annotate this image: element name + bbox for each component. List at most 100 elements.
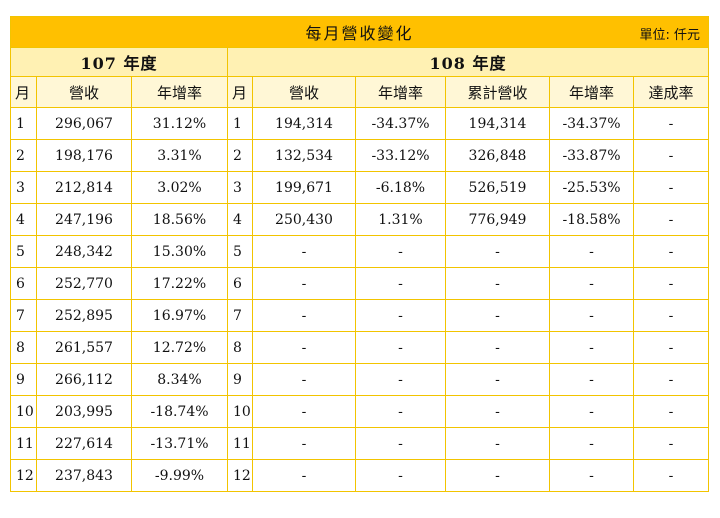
cumulative-108-cell: -: [445, 395, 550, 428]
achievement-cell: -: [632, 395, 710, 428]
yoy-108-cell: -: [355, 267, 446, 300]
month-108-cell: 3: [227, 171, 253, 204]
month-108-cell: 7: [227, 299, 253, 332]
cum-yoy-108-cell: -: [549, 363, 634, 396]
month-108-cell: 12: [227, 459, 253, 492]
yoy-108-cell: -34.37%: [355, 107, 446, 140]
achievement-cell: -: [632, 299, 710, 332]
cumulative-108-cell: 776,949: [445, 203, 550, 236]
revenue-108-cell: -: [252, 427, 356, 460]
month-107-cell: 4: [10, 203, 37, 236]
month-107-cell: 3: [10, 171, 37, 204]
cum-yoy-108-cell: -: [549, 427, 634, 460]
unit-label: 單位: 仟元: [639, 28, 701, 43]
table-row: 12 237,843 -9.99% 12- - - - -: [10, 459, 710, 492]
yoy-107-cell: 16.97%: [131, 299, 228, 332]
header-revenue-108: 營收: [252, 76, 356, 108]
cumulative-108-cell: 194,314: [445, 107, 550, 140]
table-row: 8 261,557 12.72% 8- - - - -: [10, 331, 710, 364]
yoy-107-cell: 3.02%: [131, 171, 228, 204]
yoy-108-cell: -33.12%: [355, 139, 446, 172]
month-108-cell: 11: [227, 427, 253, 460]
month-108-cell: 10: [227, 395, 253, 428]
monthly-revenue-table: 每月營收變化 單位: 仟元 107 年度 108 年度 月 營收 年增率 月 營…: [9, 16, 710, 492]
month-107-cell: 11: [10, 427, 37, 460]
column-header-row: 月 營收 年增率 月 營收 年增率 累計營收 年增率 達成率: [10, 76, 710, 108]
cum-yoy-108-cell: -18.58%: [549, 203, 634, 236]
table-row: 7 252,895 16.97% 7- - - - -: [10, 299, 710, 332]
header-revenue-107: 營收: [36, 76, 132, 108]
revenue-107-cell: 198,176: [36, 139, 132, 172]
achievement-cell: -: [632, 235, 710, 268]
achievement-cell: -: [632, 459, 710, 492]
month-107-cell: 5: [10, 235, 37, 268]
cum-yoy-108-cell: -: [549, 395, 634, 428]
yoy-107-cell: 3.31%: [131, 139, 228, 172]
cumulative-108-cell: -: [445, 331, 550, 364]
revenue-108-cell: -: [252, 459, 356, 492]
header-yoy-107: 年增率: [131, 76, 228, 108]
yoy-107-cell: -18.74%: [131, 395, 228, 428]
table-row: 9 266,112 8.34% 9- - - - -: [10, 363, 710, 396]
revenue-108-cell: 194,314: [252, 107, 356, 140]
revenue-108-cell: -: [252, 363, 356, 396]
table-row: 3 212,814 3.02% 3 199,671 -6.18% 526,519 -25.53…: [10, 171, 710, 204]
yoy-107-cell: 18.56%: [131, 203, 228, 236]
header-achievement: 達成率: [632, 76, 710, 108]
table-row: 5 248,342 15.30% 5- - - - -: [10, 235, 710, 268]
revenue-107-cell: 212,814: [36, 171, 132, 204]
achievement-cell: -: [632, 171, 710, 204]
header-cum-yoy-108: 年增率: [549, 76, 634, 108]
month-108-cell: 6: [227, 267, 253, 300]
yoy-108-cell: -: [355, 331, 446, 364]
cum-yoy-108-cell: -: [549, 459, 634, 492]
revenue-107-cell: 266,112: [36, 363, 132, 396]
month-108-cell: 2: [227, 139, 253, 172]
year-107-header: 107 年度: [10, 47, 228, 77]
header-yoy-108: 年增率: [355, 76, 446, 108]
yoy-107-cell: -9.99%: [131, 459, 228, 492]
cumulative-108-cell: -: [445, 267, 550, 300]
revenue-107-cell: 252,895: [36, 299, 132, 332]
title-row: 每月營收變化 單位: 仟元: [9, 16, 710, 48]
achievement-cell: -: [632, 139, 710, 172]
yoy-107-cell: 17.22%: [131, 267, 228, 300]
revenue-108-cell: -: [252, 331, 356, 364]
yoy-107-cell: 12.72%: [131, 331, 228, 364]
cumulative-108-cell: 526,519: [445, 171, 550, 204]
revenue-108-cell: 250,430: [252, 203, 356, 236]
table-row: 10 203,995 -18.74% 10- - - - -: [10, 395, 710, 428]
cum-yoy-108-cell: -: [549, 235, 634, 268]
cumulative-108-cell: -: [445, 459, 550, 492]
table-row: 6 252,770 17.22% 6- - - - -: [10, 267, 710, 300]
revenue-107-cell: 237,843: [36, 459, 132, 492]
cumulative-108-cell: -: [445, 427, 550, 460]
cum-yoy-108-cell: -25.53%: [549, 171, 634, 204]
revenue-108-cell: -: [252, 267, 356, 300]
revenue-108-cell: -: [252, 299, 356, 332]
table-row: 11 227,614 -13.71% 11- - - - -: [10, 427, 710, 460]
yoy-108-cell: -: [355, 363, 446, 396]
table-title-cell: 每月營收變化 單位: 仟元: [9, 16, 710, 48]
revenue-107-cell: 252,770: [36, 267, 132, 300]
revenue-107-cell: 203,995: [36, 395, 132, 428]
month-108-cell: 4: [227, 203, 253, 236]
revenue-108-cell: -: [252, 395, 356, 428]
month-107-cell: 6: [10, 267, 37, 300]
achievement-cell: -: [632, 331, 710, 364]
yoy-107-cell: 31.12%: [131, 107, 228, 140]
revenue-108-cell: -: [252, 235, 356, 268]
yoy-108-cell: -: [355, 299, 446, 332]
yoy-107-cell: 8.34%: [131, 363, 228, 396]
year-row: 107 年度 108 年度: [10, 47, 710, 77]
revenue-table-container: 每月營收變化 單位: 仟元 107 年度 108 年度 月 營收 年增率 月 營…: [9, 16, 710, 492]
table-row: 4 247,196 18.56% 4 250,430 1.31% 776,949 -18.58…: [10, 203, 710, 236]
month-107-cell: 9: [10, 363, 37, 396]
month-107-cell: 1: [10, 107, 37, 140]
month-108-cell: 5: [227, 235, 253, 268]
yoy-108-cell: -6.18%: [355, 171, 446, 204]
month-107-cell: 7: [10, 299, 37, 332]
achievement-cell: -: [632, 203, 710, 236]
achievement-cell: -: [632, 427, 710, 460]
revenue-107-cell: 247,196: [36, 203, 132, 236]
